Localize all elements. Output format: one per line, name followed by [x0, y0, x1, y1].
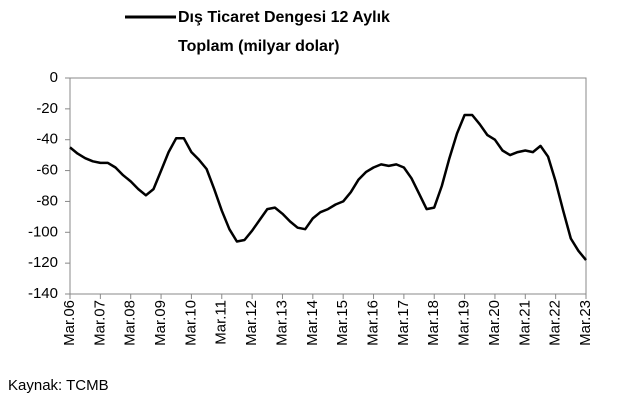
legend-label: Dış Ticaret Dengesi 12 Aylık Toplam (mil… [178, 9, 390, 55]
x-tick-label: Mar.23 [577, 300, 594, 346]
x-tick-label: Mar.07 [91, 300, 108, 346]
x-tick-label: Mar.17 [395, 300, 412, 346]
y-tick-label: -60 [36, 162, 58, 179]
plot-border [69, 77, 587, 295]
x-tick-label: Mar.21 [516, 300, 533, 346]
y-tick-label: -80 [36, 192, 58, 209]
x-tick-label: Mar.13 [273, 300, 290, 346]
y-tick-label: -140 [28, 285, 58, 302]
y-tick-label: 0 [50, 69, 58, 86]
y-tick-label: -40 [36, 131, 58, 148]
x-tick-label: Mar.11 [213, 300, 230, 345]
source: Kaynak: TCMB [8, 377, 109, 394]
x-tick-label: Mar.08 [122, 300, 139, 346]
y-tick-label: -20 [36, 100, 58, 117]
x-tick-label: Mar.09 [152, 300, 169, 346]
x-tick-label: Mar.14 [304, 300, 321, 346]
x-tick-label: Mar.10 [182, 300, 199, 346]
x-tick-label: Mar.19 [456, 300, 473, 346]
x-tick-label: Mar.20 [486, 300, 503, 346]
x-tick-label: Mar.22 [547, 300, 564, 346]
x-tick-label: Mar.15 [334, 300, 351, 346]
y-tick-label: -100 [28, 223, 58, 240]
x-tick-label: Mar.16 [364, 300, 381, 346]
x-tick-label: Mar.12 [243, 300, 260, 346]
x-tick-label: Mar.18 [425, 300, 442, 346]
x-tick-label: Mar.06 [61, 300, 78, 346]
y-tick-label: -120 [28, 254, 58, 271]
line [69, 113, 587, 261]
